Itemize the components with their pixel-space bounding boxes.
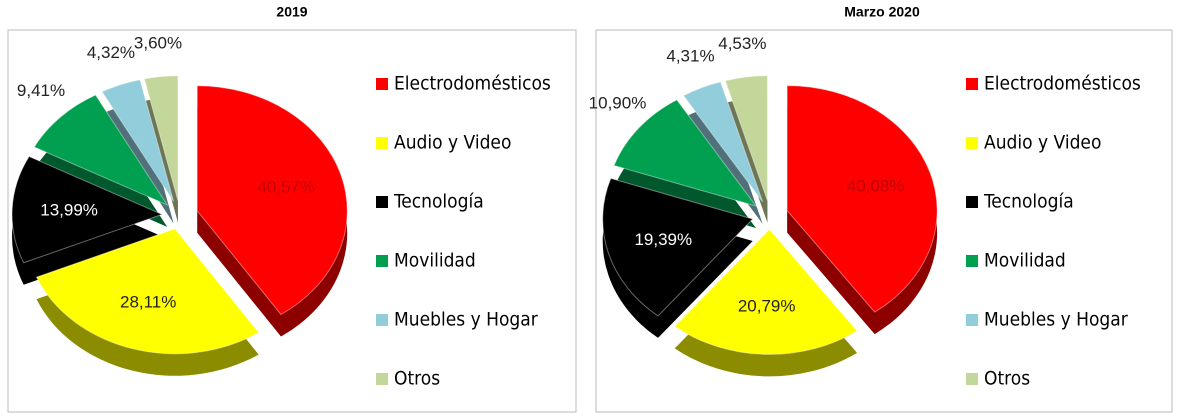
- data-label: 3,60%: [134, 34, 182, 53]
- data-label: 4,32%: [87, 43, 135, 62]
- slice: [196, 85, 348, 316]
- slice: [682, 81, 764, 203]
- legend-swatch: [376, 314, 388, 326]
- legend-swatch: [966, 255, 978, 267]
- legend-swatch: [376, 196, 388, 208]
- data-label: 28,11%: [120, 293, 176, 312]
- legend-label: Audio y Video: [984, 132, 1101, 154]
- legend-swatch: [376, 373, 388, 385]
- legend-label: Electrodomésticos: [394, 73, 551, 95]
- legend-swatch: [966, 196, 978, 208]
- data-label: 10,90%: [589, 94, 647, 113]
- legend-label: Tecnología: [983, 191, 1074, 213]
- data-label: 40,57%: [257, 178, 315, 197]
- slice: [674, 228, 858, 355]
- legend-swatch: [966, 137, 978, 149]
- legend-label: Muebles y Hogar: [984, 309, 1129, 331]
- slice: [602, 177, 754, 317]
- legend-label: Movilidad: [394, 250, 476, 272]
- legend-swatch: [966, 78, 978, 90]
- data-label: 40,08%: [847, 176, 905, 195]
- legend-label: Movilidad: [984, 250, 1066, 272]
- slice: [11, 155, 164, 264]
- legend-swatch: [376, 255, 388, 267]
- legend-swatch: [376, 137, 388, 149]
- data-label: 4,53%: [718, 34, 766, 53]
- data-label: 4,31%: [666, 47, 714, 66]
- legend-swatch: [376, 78, 388, 90]
- legend-swatch: [966, 314, 978, 326]
- data-label: 13,99%: [40, 201, 98, 220]
- legend-swatch: [966, 373, 978, 385]
- slice: [786, 85, 938, 313]
- legend-label: Otros: [394, 368, 440, 390]
- legend-label: Muebles y Hogar: [394, 309, 539, 331]
- legend-label: Electrodomésticos: [984, 73, 1141, 95]
- data-label: 19,39%: [634, 230, 692, 249]
- legend-label: Tecnología: [393, 191, 484, 213]
- data-label: 20,79%: [738, 296, 796, 315]
- slice: [143, 75, 179, 201]
- data-label: 9,41%: [17, 81, 65, 100]
- slice: [33, 94, 169, 207]
- legend-label: Otros: [984, 368, 1030, 390]
- slice: [101, 79, 175, 202]
- slice: [724, 75, 768, 201]
- legend-label: Audio y Video: [394, 132, 511, 154]
- slice: [613, 99, 758, 207]
- chart-title: Marzo 2020: [844, 4, 920, 20]
- chart-title: 2019: [276, 4, 307, 20]
- slice: [35, 228, 260, 355]
